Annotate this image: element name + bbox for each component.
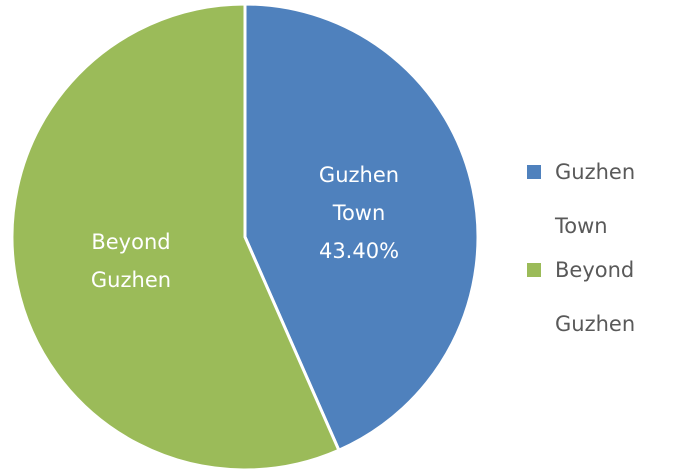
legend: Guzhen Town Beyond Guzhen (527, 145, 667, 341)
slice-label: Guzhen Town 43.40% (299, 156, 419, 270)
pie-slice (243, 2, 480, 453)
legend-label: Beyond Guzhen (555, 258, 636, 336)
slice-value: 43.40% (318, 239, 400, 264)
slice-label: Beyond Guzhen (71, 223, 191, 299)
slice-category: Guzhen Town (318, 163, 400, 226)
slice-category: Beyond Guzhen (90, 229, 172, 292)
legend-item: Guzhen Town (527, 145, 655, 253)
pie-slice (10, 2, 341, 472)
legend-swatch (527, 263, 541, 277)
legend-item: Beyond Guzhen (527, 243, 655, 351)
legend-label: Guzhen Town (555, 160, 636, 238)
legend-swatch (527, 165, 541, 179)
